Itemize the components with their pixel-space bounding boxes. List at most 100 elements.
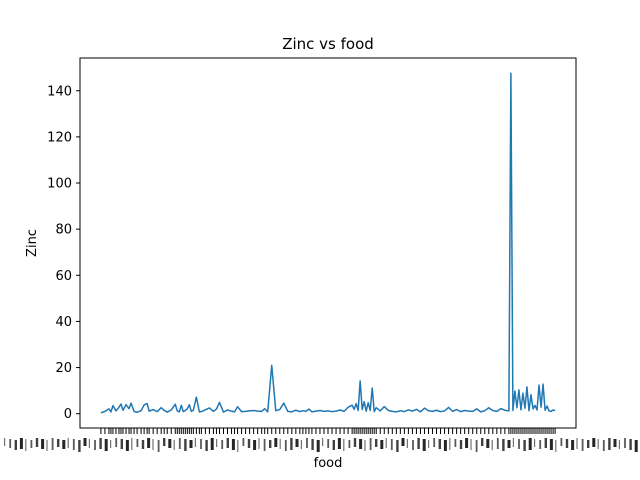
x-tick-label-glyph — [587, 440, 590, 448]
x-tick-label-glyph — [205, 440, 208, 451]
x-tick-label-glyph — [200, 439, 202, 449]
x-tick-label-glyph — [72, 439, 75, 450]
x-tick-label-glyph — [311, 439, 314, 450]
x-tick-label-glyph — [608, 438, 611, 450]
x-tick-label-glyph — [300, 440, 302, 449]
x-tick-label-glyph — [125, 440, 129, 451]
x-tick-label-glyph — [602, 440, 605, 451]
x-tick-label-glyph — [348, 440, 351, 448]
x-tick-label-glyph — [507, 440, 511, 448]
plot-frame — [79, 57, 577, 429]
x-tick-label-glyph — [555, 440, 557, 452]
x-tick-label-glyph — [624, 438, 626, 448]
x-tick-label-glyph — [88, 439, 90, 448]
x-tick-label-glyph — [94, 440, 96, 450]
x-tick-label-glyph — [173, 440, 175, 450]
x-tick-label-glyph — [83, 438, 87, 446]
x-tick-label-glyph — [496, 438, 499, 449]
x-tick-label-glyph — [263, 439, 266, 451]
y-tick-label: 120 — [47, 130, 72, 145]
x-tick-label-glyph — [475, 440, 478, 452]
x-tick-label-glyph — [534, 439, 536, 447]
x-tick-label-glyph — [9, 439, 12, 448]
x-tick-label-glyph — [184, 439, 187, 451]
x-tick-label-glyph — [465, 438, 469, 448]
x-tick-label-glyph — [486, 439, 490, 448]
x-tick-label-glyph — [337, 438, 341, 449]
x-tick-label-glyph — [428, 440, 430, 448]
x-tick-label-glyph — [364, 440, 366, 451]
x-tick-label-glyph — [110, 440, 112, 448]
y-tick-label: 100 — [47, 177, 72, 192]
x-tick-label-glyph — [549, 439, 553, 450]
x-tick-label-glyph — [316, 440, 320, 452]
y-tick-label: 60 — [55, 269, 72, 284]
y-tick-label: 80 — [55, 223, 72, 238]
x-tick-label-glyph — [189, 440, 193, 448]
y-tick-label: 0 — [64, 407, 72, 422]
x-tick-label-glyph — [147, 438, 151, 448]
x-tick-label-glyph — [459, 440, 463, 449]
x-tick-label-glyph — [443, 440, 447, 451]
x-tick-label-glyph — [327, 439, 330, 448]
x-tick-label-glyph — [385, 438, 387, 448]
x-tick-label-glyph — [396, 440, 399, 452]
x-tick-label-glyph — [539, 440, 542, 449]
x-tick-label-glyph — [481, 438, 484, 446]
x-tick-label-glyph — [136, 439, 139, 447]
x-tick-label-glyph — [231, 439, 235, 450]
y-axis-ticks: 0 20 40 60 80 100 120 140 — [47, 84, 80, 422]
x-tick-label-glyph — [322, 438, 324, 446]
x-tick-label-glyph — [67, 438, 69, 448]
x-tick-label-glyph — [454, 439, 457, 447]
x-tick-label-glyph — [131, 438, 133, 450]
x-tick-label-glyph — [14, 440, 17, 450]
x-tick-label-glyph — [401, 438, 405, 446]
x-tick-label-glyph — [247, 439, 251, 448]
x-tick-label-glyph — [221, 440, 224, 449]
x-tick-label-glyph — [470, 439, 472, 450]
x-tick-label-glyph — [581, 439, 584, 451]
x-tick-label-glyph — [518, 439, 520, 449]
x-tick-label-glyph — [406, 439, 408, 448]
x-tick-label-glyph — [592, 438, 596, 447]
x-tick-label-glyph — [560, 438, 563, 446]
x-tick-label-glyph — [152, 439, 154, 450]
x-tick-label-glyph — [512, 438, 514, 447]
y-tick-label: 140 — [47, 84, 72, 99]
x-tick-label-glyph — [57, 439, 60, 447]
x-tick-label-glyph — [417, 438, 420, 449]
x-tick-label-glyph — [306, 438, 308, 448]
x-tick-label-glyph — [194, 438, 196, 447]
x-tick-label-glyph — [25, 439, 27, 451]
x-tick-label-glyph — [120, 439, 123, 449]
x-tick-label-glyph — [253, 440, 257, 450]
x-tick-label-glyph — [523, 440, 526, 451]
x-tick-label-glyph — [369, 438, 372, 450]
x-tick-label-glyph — [597, 439, 599, 449]
line-layer — [100, 72, 556, 414]
x-tick-label-glyph — [613, 439, 617, 447]
chart-title: Zinc vs food — [282, 35, 374, 53]
x-tick-label-glyph — [163, 438, 166, 446]
x-tick-label-glyph — [491, 440, 493, 450]
x-tick-label-glyph — [629, 439, 632, 450]
y-tick-label: 40 — [55, 315, 72, 330]
x-tick-label-glyph — [30, 440, 33, 448]
x-tick-label-glyph — [99, 438, 102, 449]
x-tick-label-glyph — [168, 439, 172, 448]
x-tick-label-glyph — [343, 439, 345, 451]
x-tick-label-glyph — [422, 439, 426, 451]
x-tick-label-glyph — [242, 438, 245, 446]
x-tick-label-glyph — [104, 439, 108, 451]
x-tick-label-glyph — [237, 440, 239, 452]
x-tick-label-glyph — [141, 440, 145, 449]
x-tick-label-glyph — [269, 440, 272, 448]
x-tick-label-glyph — [62, 440, 66, 449]
y-axis-label: Zinc — [25, 229, 40, 257]
x-tick-label-glyph — [565, 439, 569, 448]
x-tick-label-glyph — [258, 438, 260, 449]
x-tick-label-glyph — [449, 438, 451, 450]
